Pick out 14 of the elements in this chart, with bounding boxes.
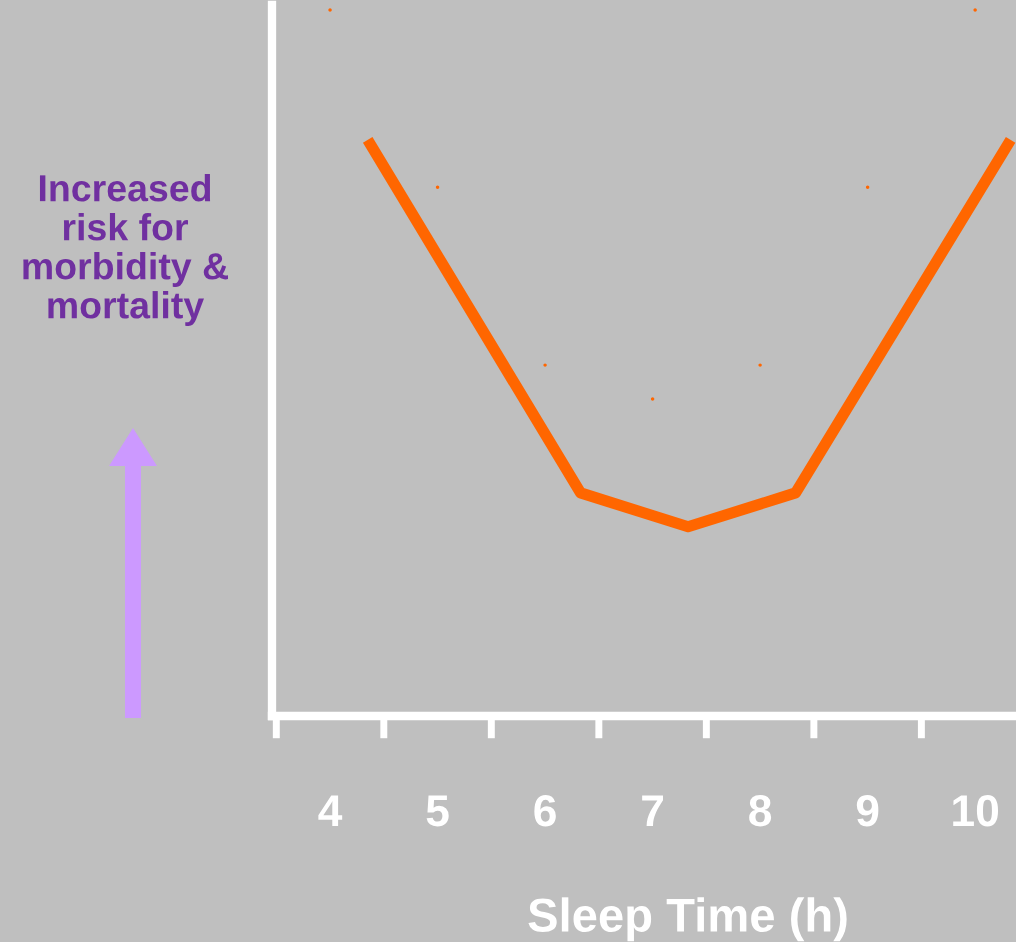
point: [435, 185, 440, 189]
x-tick-label: 8: [749, 794, 772, 827]
point: [328, 8, 332, 12]
x-tick-label: 6: [534, 794, 556, 827]
x-tick-label: 9: [856, 794, 879, 827]
x-axis-title: Sleep Time (h): [528, 897, 847, 942]
x-tick-label: 10: [953, 794, 999, 827]
point: [543, 363, 547, 367]
x-tick-label: 7: [642, 795, 664, 826]
x-tick-label: 4: [318, 795, 343, 826]
point: [973, 8, 977, 12]
text: Increased risk for morbidity & mortality: [23, 173, 228, 327]
x-tick-label: 5: [426, 795, 449, 827]
point: [758, 363, 762, 367]
